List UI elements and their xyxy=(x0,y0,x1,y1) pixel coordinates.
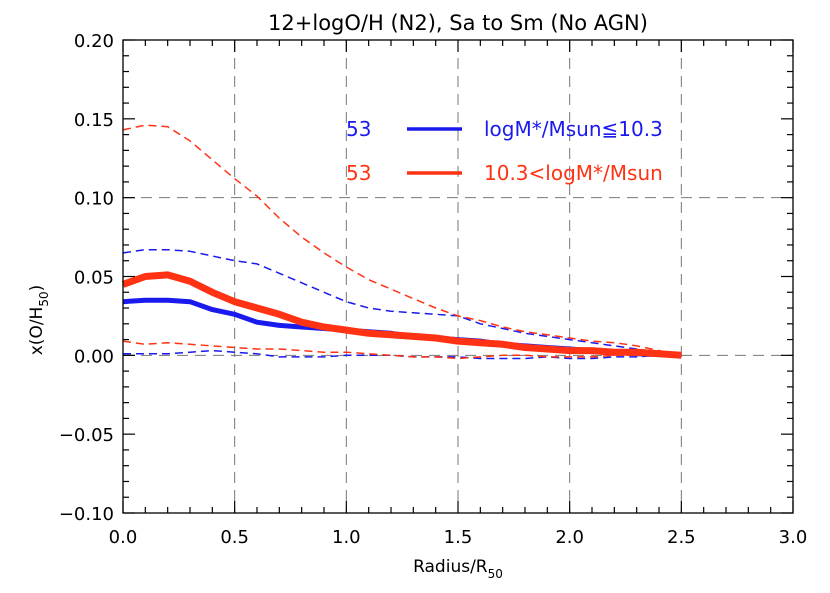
series-line-low-mass-median xyxy=(123,300,681,355)
legend: 53 logM*/Msun≦10.3 53 10.3<logM*/Msun xyxy=(346,117,663,185)
x-tick-label: 1.5 xyxy=(444,527,473,548)
line-chart: 12+logO/H (N2), Sa to Sm (No AGN) 0.0 0.5… xyxy=(0,0,830,593)
x-tick-label: 1.0 xyxy=(332,527,361,548)
y-tick-label: −0.10 xyxy=(59,504,114,525)
x-tick-label: 2.0 xyxy=(555,527,584,548)
x-tick-label: 0.5 xyxy=(220,527,249,548)
y-tick-label: 0.20 xyxy=(74,31,114,52)
chart-title: 12+logO/H (N2), Sa to Sm (No AGN) xyxy=(268,11,648,35)
y-tick-label: 0.00 xyxy=(74,346,114,367)
x-tick-labels: 0.0 0.5 1.0 1.5 2.0 2.5 3.0 xyxy=(109,527,808,548)
x-axis-label-main: Radius/R xyxy=(413,557,488,577)
legend-count-low-mass: 53 xyxy=(346,117,371,141)
legend-label-low-mass: logM*/Msun≦10.3 xyxy=(484,117,663,141)
x-axis-label: Radius/R50 xyxy=(413,557,503,581)
series-line-high-mass-upper xyxy=(123,125,681,355)
y-tick-label: 0.15 xyxy=(74,110,114,131)
y-axis-label-close: ) xyxy=(27,285,47,292)
y-tick-label: 0.10 xyxy=(74,189,114,210)
legend-count-high-mass: 53 xyxy=(346,161,371,185)
x-tick-label: 3.0 xyxy=(779,527,808,548)
y-axis-label-subscript: 50 xyxy=(37,291,51,306)
y-axis-label: x(O/H50) xyxy=(27,285,51,356)
x-tick-label: 2.5 xyxy=(667,527,696,548)
x-tick-label: 0.0 xyxy=(109,527,138,548)
y-tick-labels: −0.10 −0.05 0.00 0.05 0.10 0.15 0.20 xyxy=(59,31,114,525)
y-tick-label: −0.05 xyxy=(59,425,114,446)
y-axis-label-main: x(O/H xyxy=(27,307,47,356)
grid-lines xyxy=(123,40,793,513)
x-axis-label-subscript: 50 xyxy=(488,567,503,581)
series-line-low-mass-upper xyxy=(123,250,681,356)
y-tick-label: 0.05 xyxy=(74,268,114,289)
legend-label-high-mass: 10.3<logM*/Msun xyxy=(484,161,663,185)
